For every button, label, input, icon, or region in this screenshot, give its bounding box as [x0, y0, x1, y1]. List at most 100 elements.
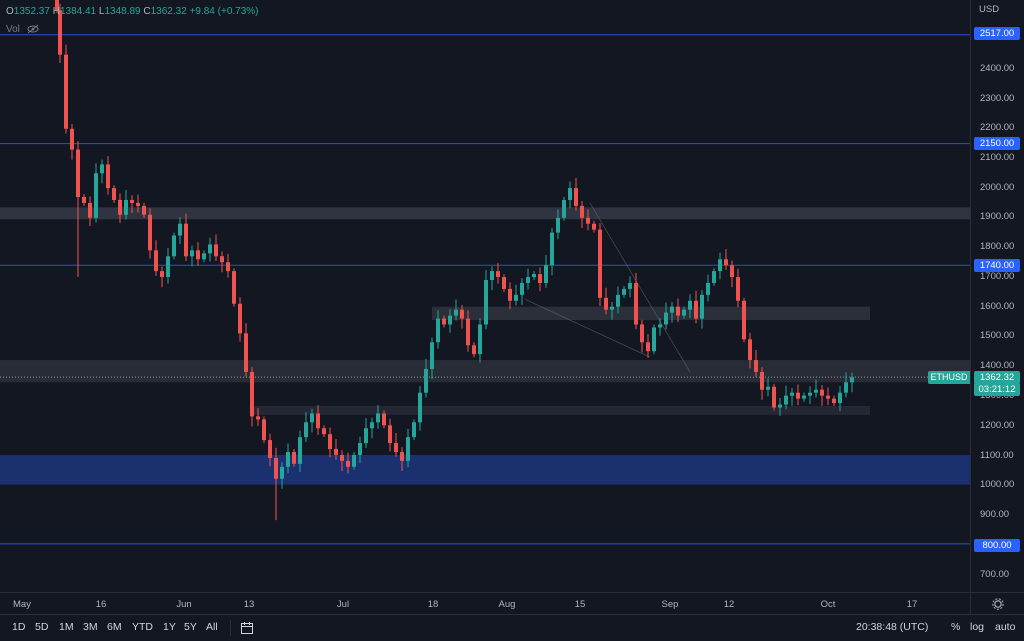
candle-body — [556, 217, 560, 233]
tick-1600: 1600.00 — [980, 301, 1015, 312]
candle-body — [826, 395, 830, 399]
time-label-may: May — [13, 599, 31, 610]
candle-body — [610, 306, 614, 310]
candle-body — [370, 422, 374, 429]
gear-icon[interactable] — [992, 598, 1004, 610]
axis-settings[interactable] — [970, 592, 1024, 615]
candle-body — [328, 434, 332, 450]
time-label-jul: Jul — [336, 599, 350, 610]
time-axis[interactable]: May 16 Jun 13 Jul 18 Aug 15 Sep 12 Oct 1… — [0, 592, 970, 615]
candle-body — [682, 309, 686, 316]
candle-body — [346, 460, 350, 467]
candle-body — [538, 274, 542, 283]
chart-area[interactable]: O1352.37 H1384.41 L1348.89 C1362.32 +9.8… — [0, 0, 970, 592]
range-6m[interactable]: 6M — [107, 621, 122, 633]
candle-body — [778, 404, 782, 408]
candle-body — [394, 443, 398, 452]
candle-body — [490, 271, 494, 281]
time-label-jun: Jun — [176, 599, 192, 610]
range-1m[interactable]: 1M — [59, 621, 74, 633]
time-label-aug: Aug — [498, 599, 516, 610]
time-label-oct17: 17 — [906, 599, 918, 610]
level-label-2150: 2150.00 — [974, 137, 1020, 150]
candle-body — [772, 386, 776, 408]
candle-body — [310, 413, 314, 423]
candle-body — [646, 342, 650, 352]
countdown-label: 03:21:12 — [974, 383, 1020, 396]
candle-body — [220, 256, 224, 263]
percent-toggle[interactable]: % — [951, 621, 961, 633]
candle-body — [166, 256, 170, 278]
candle-body — [550, 232, 554, 266]
open-label: O — [6, 6, 14, 17]
range-5y[interactable]: 5Y — [184, 621, 197, 633]
range-3m[interactable]: 3M — [83, 621, 98, 633]
candle-body — [286, 451, 290, 467]
log-toggle[interactable]: log — [970, 621, 985, 633]
clock[interactable]: 20:38:48 (UTC) — [856, 621, 929, 633]
candle-body — [430, 342, 434, 369]
range-ytd[interactable]: YTD — [132, 621, 153, 633]
candle-body — [532, 274, 536, 278]
tick-1700: 1700.00 — [980, 271, 1015, 282]
candle-body — [436, 318, 440, 343]
candle-body — [748, 339, 752, 361]
change-value: +9.84 (+0.73%) — [189, 6, 259, 17]
candle-body — [514, 294, 518, 301]
candle-body — [628, 282, 632, 289]
candle-body — [496, 271, 500, 278]
candle-body — [106, 164, 110, 189]
last-price-label: 1362.32 — [974, 371, 1020, 384]
candle-body — [424, 368, 428, 393]
range-5d[interactable]: 5D — [35, 621, 49, 633]
candle-body — [268, 440, 272, 458]
candle-body — [526, 277, 530, 283]
candle-body — [766, 386, 770, 390]
time-label-may16: 16 — [95, 599, 107, 610]
range-all[interactable]: All — [206, 621, 218, 633]
candle-body — [724, 259, 728, 266]
candle-body — [502, 277, 506, 289]
symbol-tag: ETHUSD — [928, 371, 970, 384]
candle-body — [688, 300, 692, 310]
candle-body — [88, 202, 92, 218]
candle-body — [664, 312, 668, 325]
candle-body — [172, 235, 176, 257]
candle-body — [76, 149, 80, 197]
candle-body — [406, 437, 410, 461]
candle-body — [280, 466, 284, 479]
candle-body — [694, 300, 698, 319]
candle-body — [700, 294, 704, 319]
candle-body — [802, 395, 806, 399]
candle-body — [142, 205, 146, 215]
candle-body — [442, 318, 446, 325]
candle-body — [322, 428, 326, 435]
candle-body — [352, 454, 356, 467]
candle-body — [454, 309, 458, 316]
candle-body — [460, 309, 464, 319]
ohlc-legend: O1352.37 H1384.41 L1348.89 C1362.32 +9.8… — [6, 6, 259, 17]
candle-body — [574, 188, 578, 206]
candle-body — [358, 443, 362, 455]
tick-2100: 2100.00 — [980, 152, 1015, 163]
high-label: H — [52, 6, 60, 17]
candle-body — [784, 395, 788, 405]
auto-toggle[interactable]: auto — [995, 621, 1016, 633]
eye-hidden-icon[interactable] — [27, 24, 39, 34]
calendar-range-icon[interactable] — [240, 621, 254, 635]
candle-body — [55, 0, 59, 11]
tick-1200: 1200.00 — [980, 420, 1015, 431]
candle-body — [160, 271, 164, 278]
volume-legend[interactable]: Vol — [6, 24, 39, 35]
price-axis[interactable]: USD 2400.00 2300.00 2200.00 2100.00 2000… — [970, 0, 1024, 592]
range-1y[interactable]: 1Y — [163, 621, 176, 633]
range-1d[interactable]: 1D — [12, 621, 26, 633]
time-label-aug15: 15 — [574, 599, 586, 610]
candlestick-chart[interactable] — [0, 0, 970, 592]
candle-body — [316, 413, 320, 429]
candle-body — [250, 371, 254, 417]
tick-2400: 2400.00 — [980, 63, 1015, 74]
toolbar-divider — [230, 620, 231, 636]
candle-body — [214, 244, 218, 257]
currency-label[interactable]: USD — [979, 4, 1000, 15]
